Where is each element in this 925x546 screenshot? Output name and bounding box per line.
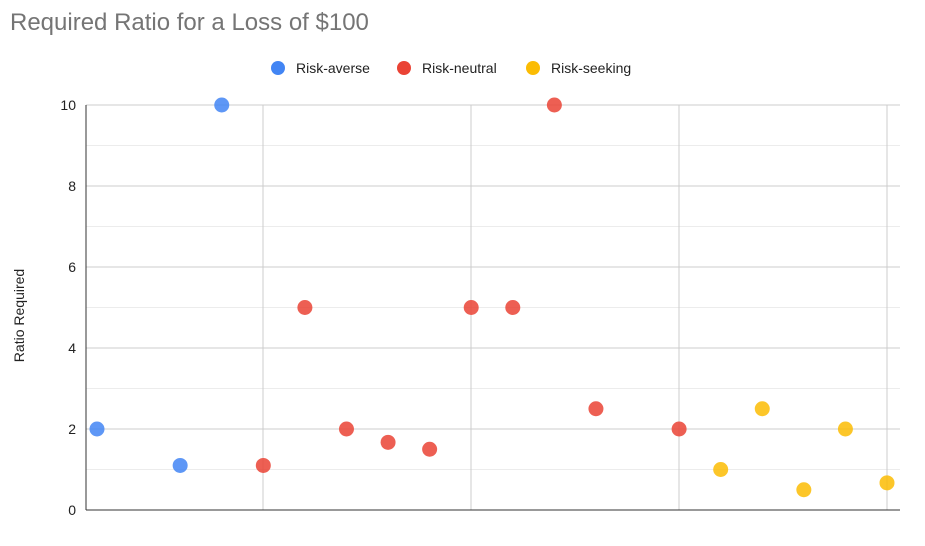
data-point [546, 97, 562, 113]
y-tick-label: 10 [60, 97, 76, 113]
data-point [588, 401, 604, 417]
legend: Risk-averse Risk-neutral Risk-seeking [271, 60, 631, 76]
data-point [172, 457, 188, 473]
data-point [505, 300, 521, 315]
data-point [89, 421, 105, 437]
data-point [879, 475, 895, 491]
legend-marker [397, 61, 411, 75]
data-point [671, 421, 687, 437]
y-tick-label: 0 [68, 502, 76, 518]
data-point [796, 482, 812, 498]
legend-label: Risk-neutral [422, 60, 497, 76]
data-point [338, 421, 354, 437]
data-point [214, 97, 230, 113]
chart-title: Required Ratio for a Loss of $100 [10, 9, 369, 36]
data-point [713, 462, 729, 477]
data-point [463, 300, 479, 315]
legend-marker [271, 61, 285, 75]
axes: 0 2 4 6 8 10 Ratio Required [11, 97, 900, 518]
y-tick-label: 4 [68, 340, 76, 356]
data-point [754, 401, 770, 417]
y-axis-title: Ratio Required [11, 269, 27, 362]
data-point [255, 457, 271, 473]
legend-label: Risk-seeking [551, 60, 631, 76]
grid-lines [86, 104, 900, 510]
data-point [837, 421, 853, 437]
data-point [297, 300, 313, 315]
legend-marker [526, 61, 540, 75]
legend-label: Risk-averse [296, 60, 370, 76]
y-tick-label: 2 [68, 421, 76, 437]
y-tick-label: 8 [68, 178, 76, 194]
data-point [380, 434, 396, 450]
data-points [89, 97, 895, 498]
y-tick-label: 6 [68, 259, 76, 275]
data-point [422, 441, 438, 457]
